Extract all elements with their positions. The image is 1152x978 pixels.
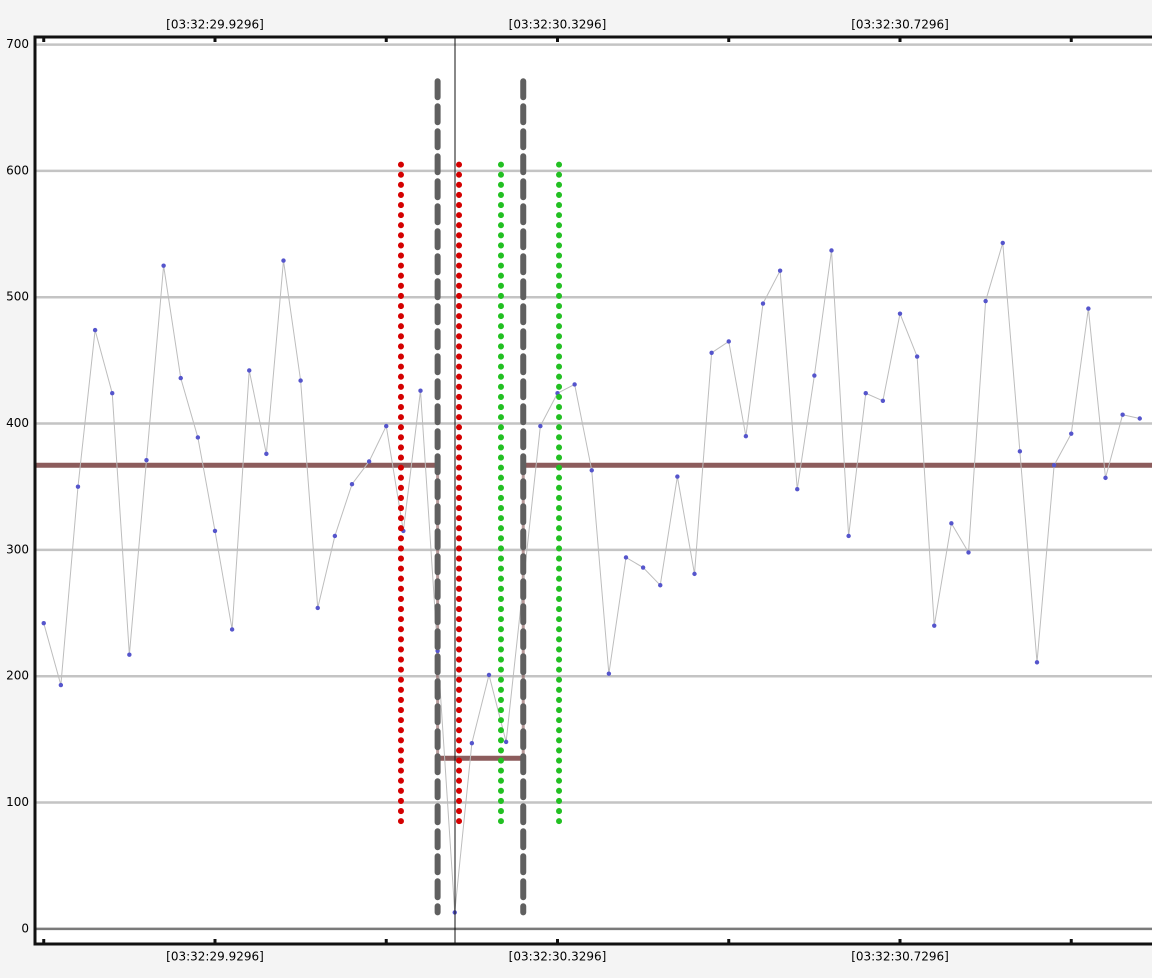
data-point [1000,240,1005,246]
data-point [538,423,543,429]
x-tick-label-top: [03:32:29.9296] [166,18,264,32]
y-tick-label: 300 [6,542,29,556]
plot-frame [33,35,1152,946]
data-point [966,550,971,555]
data-point [469,740,475,746]
data-point [247,368,252,373]
data-point [1069,431,1074,436]
data-point [589,468,594,473]
y-tick-label: 500 [6,290,29,304]
data-point [623,555,629,560]
data-point [606,671,612,676]
data-point [743,433,749,439]
data-point [298,378,303,383]
x-tick-label-bottom: [03:32:30.7296] [851,950,949,964]
data-point [880,398,886,404]
data-point [1051,463,1057,468]
data-point [1120,412,1125,417]
data-point [229,627,235,632]
data-point [41,620,46,626]
data-point [777,268,783,273]
data-point [127,652,132,657]
data-point [75,484,81,489]
data-point [58,682,64,688]
data-point [110,391,115,396]
data-point [863,391,868,396]
data-point [1017,449,1023,454]
data-point [281,258,286,263]
data-point [572,382,577,387]
x-tick-label-top: [03:32:30.7296] [851,18,949,32]
data-point [503,739,509,745]
data-point [983,298,988,304]
data-point [812,373,817,378]
data-point [366,459,372,464]
y-tick-label: 400 [6,416,29,430]
data-point [212,528,218,534]
y-tick-label: 100 [6,795,29,809]
data-point [726,339,731,344]
data-point [486,672,492,678]
axes: 0 100 200 300 400 500 600 700 [03:32:29.9296] [03… [6,18,1073,964]
plot [35,37,1152,944]
y-tick-label: 200 [6,669,29,683]
data-point [178,375,183,381]
data-point [1137,416,1142,421]
data-point [315,605,320,611]
data-point [1034,660,1040,665]
data-point [92,327,98,333]
data-point [144,457,149,463]
data-point [195,435,201,440]
y-tick-label: 600 [6,163,29,177]
data-point [675,474,680,479]
data-point [829,248,834,253]
data-point [709,350,714,356]
data-point [658,583,663,588]
data-point [384,423,389,429]
data-point [932,623,937,628]
data-point [795,487,800,492]
data-point [332,533,338,539]
x-tick-label-top: [03:32:30.3296] [509,18,607,32]
data-point [897,311,903,316]
y-tick-label: 0 [21,921,29,935]
data-point [640,565,646,570]
grid [35,43,1152,931]
x-tick-label-bottom: [03:32:30.3296] [509,950,607,964]
data-point [949,521,954,526]
data-point [760,301,766,306]
x-tick-label-bottom: [03:32:29.9296] [166,950,264,964]
data-point [692,571,697,577]
y-tick-label: 700 [6,37,29,51]
data-point [846,533,851,539]
data-point [1086,306,1091,311]
data-point [161,263,166,268]
data-point [1103,475,1108,481]
data-point [418,388,423,393]
data-point [264,451,269,457]
data-point [914,354,920,359]
data-point [349,481,355,487]
